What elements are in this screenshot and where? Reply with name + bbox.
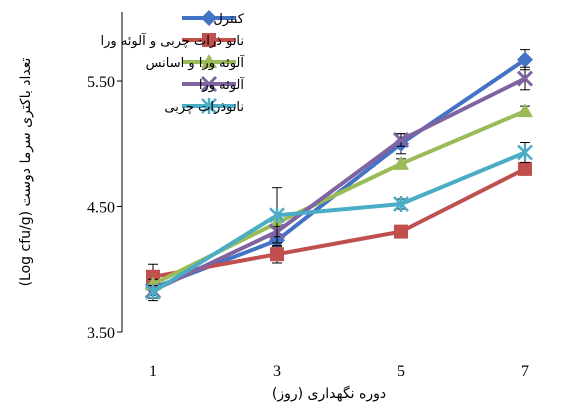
x-tick-label: 1: [149, 363, 157, 380]
data-point: [517, 103, 533, 118]
series-2: [146, 161, 532, 290]
legend-swatch-marker: [201, 98, 217, 114]
data-point: [145, 283, 161, 300]
legend-swatch-marker: [202, 33, 216, 47]
y-tick-label: 5.50: [87, 74, 115, 91]
x-tick-label: 7: [521, 363, 529, 380]
data-point: [517, 144, 533, 161]
data-point: [518, 161, 532, 176]
legend-swatch-marker: [201, 10, 217, 26]
y-tick-label: 3.50: [87, 325, 115, 342]
legend-item-5: نانوذرات چربی: [164, 98, 244, 115]
legend-label: آلوئه ورا و اسانس: [146, 54, 246, 71]
legend-item-3: آلوئه ورا و اسانس: [146, 54, 246, 71]
legend-item-1: کنترل: [182, 10, 245, 27]
data-point: [394, 224, 408, 239]
series-layer: [144, 49, 534, 302]
series-line: [152, 167, 526, 279]
x-tick-label: 5: [397, 363, 405, 380]
y-tick-label: 4.50: [87, 200, 115, 217]
legend-swatch-marker: [201, 54, 217, 68]
x-axis-title: دوره نگهداری (روز): [272, 385, 386, 402]
legend-item-2: نانو ذرات چربی و آلوئه ورا: [101, 32, 244, 49]
axes: 3.50 4.50 5.50 1 3 5 7: [87, 12, 529, 380]
legend-item-4: آلوئه ورا: [182, 75, 246, 93]
y-axis-title: تعداد باکتری سرما دوست (Log cfu/g): [18, 57, 34, 286]
legend-label: نانوذرات چربی: [164, 100, 244, 115]
legend-label: کنترل: [213, 12, 244, 27]
data-point: [517, 51, 533, 68]
data-point: [393, 155, 409, 170]
legend: کنترل نانو ذرات چربی و آلوئه ورا آلوئه ورا…: [101, 10, 246, 115]
data-point: [269, 207, 285, 224]
data-point: [270, 247, 284, 262]
x-tick-label: 3: [273, 363, 281, 380]
legend-swatch-marker: [200, 75, 218, 93]
data-point: [516, 70, 534, 87]
data-point: [393, 196, 409, 212]
series-line: [151, 150, 526, 294]
legend-label: آلوئه ورا: [199, 76, 246, 93]
data-point: [392, 131, 410, 149]
legend-label: نانو ذرات چربی و آلوئه ورا: [101, 32, 244, 49]
series-line: [152, 76, 526, 293]
series-5: [145, 142, 533, 300]
